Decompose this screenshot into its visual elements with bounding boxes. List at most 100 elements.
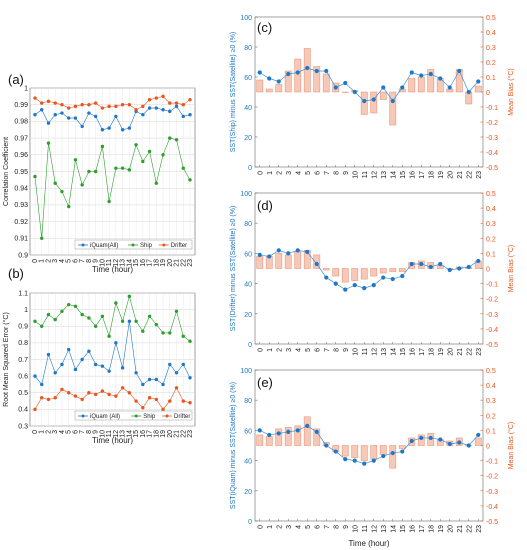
y-tick-label: 0.97: [14, 135, 28, 142]
legend-marker: [81, 414, 85, 418]
percent-point: [400, 85, 405, 90]
data-point: [127, 391, 132, 395]
data-point: [168, 399, 172, 403]
y-right-tick-label: 0.3: [486, 398, 496, 405]
y-right-tick-label: 0.2: [486, 413, 496, 420]
percent-point: [466, 264, 471, 270]
data-point: [46, 141, 51, 145]
y-left-axis-title: SST(iQuam) minus SST(Satellite) ≥0 (%): [230, 382, 237, 509]
x-tick-label: 14: [126, 259, 133, 267]
data-point: [127, 294, 132, 299]
percent-point: [305, 249, 310, 254]
data-point: [46, 312, 51, 317]
data-point: [147, 396, 152, 400]
panel-label: (e): [257, 375, 273, 390]
bias-bar: [313, 428, 321, 446]
bias-bar: [294, 425, 302, 446]
data-point: [87, 316, 91, 320]
percent-point: [324, 443, 329, 448]
y-left-tick-label: 80: [244, 398, 252, 405]
x-tick-label: 22: [180, 430, 187, 438]
data-point: [80, 312, 84, 317]
y-right-tick-label: 0.5: [486, 191, 496, 198]
y-right-tick-label: -0.1: [486, 282, 498, 289]
x-tick-label: 5: [305, 525, 312, 529]
x-tick-label: 2: [276, 525, 283, 529]
percent-point: [400, 449, 405, 454]
x-axis-title: Time (hour): [92, 436, 133, 445]
y-right-tick-label: -0.4: [486, 150, 498, 157]
percent-point: [476, 258, 481, 264]
percent-point: [419, 435, 424, 441]
percent-point: [343, 80, 348, 86]
percent-point: [324, 68, 329, 74]
x-tick-label: 1: [267, 171, 274, 175]
percent-point: [381, 453, 386, 459]
data-point: [107, 199, 111, 204]
x-tick-label: 2: [45, 259, 52, 263]
y-left-tick-label: 20: [244, 489, 252, 496]
data-point: [53, 317, 57, 322]
x-tick-label: 3: [52, 259, 59, 263]
x-tick-label: 4: [295, 171, 302, 175]
data-point: [100, 314, 105, 318]
percent-point: [314, 68, 319, 74]
data-point: [161, 153, 165, 157]
y-right-tick-label: -0.5: [486, 519, 498, 526]
data-point: [154, 106, 159, 110]
y-right-tick-label: 0: [486, 267, 490, 274]
percent-point: [305, 65, 310, 71]
x-tick-label: 20: [447, 348, 454, 356]
data-point: [114, 301, 118, 305]
bias-bar: [474, 437, 482, 446]
data-point: [120, 319, 125, 323]
y-right-tick-label: -0.2: [486, 474, 498, 481]
data-point: [107, 334, 111, 338]
x-tick-label: 8: [333, 525, 340, 529]
percent-point: [333, 85, 338, 90]
x-tick-label: 4: [295, 525, 302, 529]
panel-label: (c): [257, 20, 272, 35]
data-point: [114, 341, 118, 345]
x-tick-label: 10: [352, 348, 359, 356]
legend-label: Drifter: [171, 243, 187, 249]
y-right-tick-label: -0.1: [486, 459, 498, 466]
y-tick-label: 0.7: [18, 357, 28, 364]
data-point: [100, 389, 105, 393]
percent-point: [428, 435, 433, 441]
y-left-axis-title: SST(Drifter) minus SST(Satellite) ≥0 (%): [230, 206, 237, 332]
data-point: [40, 101, 44, 105]
percent-point: [343, 456, 348, 462]
y-right-tick-label: -0.4: [486, 504, 498, 511]
bias-bar: [370, 268, 378, 277]
panel-c: 020406080100-0.5-0.4-0.3-0.2-0.100.10.20…: [230, 15, 515, 179]
x-tick-label: 19: [438, 525, 445, 533]
data-point: [60, 111, 64, 115]
data-point: [174, 371, 179, 375]
data-point: [154, 96, 159, 100]
x-tick-label: 5: [305, 171, 312, 175]
data-point: [147, 106, 152, 110]
percent-point: [419, 261, 424, 267]
bias-bar: [417, 76, 425, 93]
x-tick-label: 12: [113, 430, 120, 438]
legend-marker: [134, 414, 138, 418]
percent-point: [333, 281, 338, 286]
data-point: [120, 386, 125, 390]
data-point: [93, 114, 98, 119]
data-point: [154, 377, 159, 382]
y-right-axis-title: Mean Bias (°C): [507, 245, 515, 293]
percent-point: [466, 89, 471, 95]
data-point: [188, 178, 192, 182]
percent-point: [447, 85, 452, 90]
x-tick-label: 7: [324, 171, 331, 175]
data-point: [120, 103, 125, 107]
y-right-tick-label: 0.4: [486, 30, 496, 37]
bias-bar: [351, 268, 359, 281]
y-tick-label: 0.93: [14, 202, 28, 209]
percent-point: [381, 85, 386, 90]
x-tick-label: 5: [305, 348, 312, 352]
x-tick-label: 23: [476, 525, 483, 533]
bias-bar: [379, 91, 387, 100]
